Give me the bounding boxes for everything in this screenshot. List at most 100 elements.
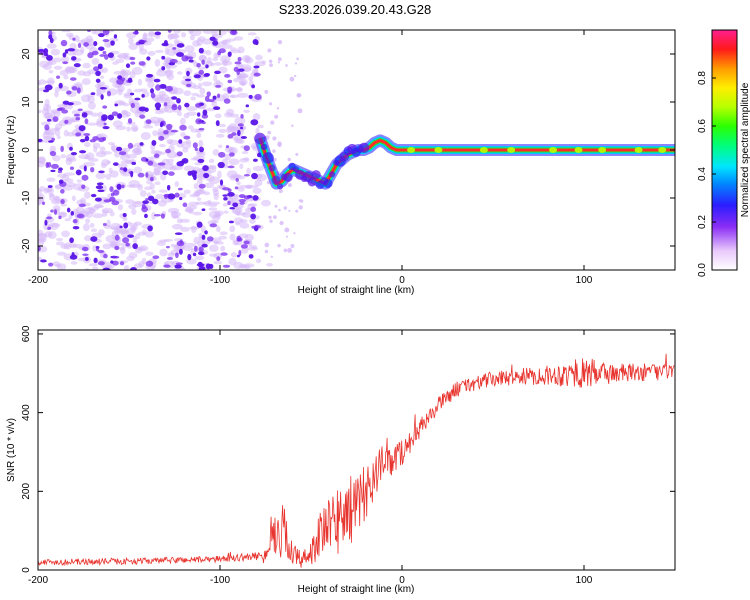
noise-blob — [45, 162, 49, 168]
noise-speckle — [228, 257, 237, 266]
noise-speckle — [64, 217, 71, 222]
noise-speckle — [139, 190, 147, 197]
noise-speckle — [82, 62, 91, 69]
trace-knot — [407, 147, 416, 153]
noise-speckle — [63, 129, 69, 137]
noise-speckle — [100, 81, 105, 86]
noise-blob — [69, 237, 74, 244]
noise-speckle — [71, 110, 81, 115]
noise-speckle — [158, 108, 169, 113]
noise-speckle — [105, 173, 112, 180]
noise-speckle — [49, 145, 57, 153]
noise-speckle — [115, 224, 124, 233]
noise-blob — [73, 63, 81, 68]
noise-speckle — [236, 181, 241, 186]
noise-blob — [161, 55, 166, 60]
x-tick-label: -200 — [28, 575, 48, 586]
noise-speckle — [142, 229, 147, 236]
noise-blob — [103, 199, 112, 203]
noise-blob — [227, 134, 234, 139]
figure-title: S233.2026.039.20.43.G28 — [279, 2, 432, 17]
noise-blob — [114, 234, 120, 241]
colorbar-tick-label: 0.2 — [697, 215, 708, 229]
noise-blob — [141, 206, 148, 213]
noise-blob — [102, 39, 110, 43]
noise-speckle — [241, 211, 252, 218]
noise-blob — [120, 77, 126, 82]
noise-blob — [250, 213, 257, 220]
noise-blob — [138, 106, 147, 112]
noise-speckle — [93, 146, 98, 153]
snr-y-label: SNR (10 * v/v) — [6, 418, 17, 482]
noise-speckle — [38, 160, 46, 168]
noise-speckle — [171, 33, 179, 39]
noise-blob — [166, 184, 171, 191]
noise-blob — [62, 100, 70, 105]
noise-speckle — [131, 208, 137, 215]
noise-blob — [93, 257, 98, 264]
noise-speckle — [240, 264, 248, 269]
noise-blob — [86, 30, 92, 33]
noise-blob — [107, 114, 115, 121]
noise-speckle — [243, 157, 250, 161]
noise-speckle — [39, 186, 46, 192]
noise-blob — [198, 251, 205, 256]
trace-blob — [262, 152, 274, 164]
noise-blob — [227, 90, 232, 94]
noise-blob — [75, 132, 82, 137]
noise-blob — [145, 197, 149, 201]
noise-speckle — [184, 242, 196, 248]
noise-speckle — [207, 199, 212, 205]
noise-blob — [77, 42, 82, 48]
noise-blob — [130, 102, 135, 109]
noise-speckle — [208, 158, 215, 164]
noise-speckle — [95, 172, 106, 180]
noise-speckle — [101, 209, 110, 214]
noise-speckle — [208, 201, 220, 206]
noise-blob — [146, 56, 151, 61]
colorbar-tick-label: 0.8 — [697, 71, 708, 85]
noise-speckle — [56, 251, 67, 256]
noise-blob — [237, 56, 242, 62]
noise-blob — [49, 150, 57, 157]
noise-speckle — [127, 37, 134, 45]
noise-speckle — [78, 154, 91, 160]
noise-blob — [129, 92, 135, 96]
noise-blob — [179, 196, 183, 201]
noise-speckle — [230, 94, 240, 98]
noise-blob — [84, 135, 90, 142]
noise-blob — [95, 246, 100, 252]
noise-speckle — [72, 243, 84, 249]
noise-blob — [131, 161, 137, 165]
noise-speckle — [88, 157, 99, 162]
noise-speckle — [126, 126, 131, 132]
noise-blob — [238, 249, 242, 257]
noise-blob — [167, 193, 176, 200]
noise-speckle — [204, 182, 215, 189]
noise-blob — [248, 254, 254, 259]
noise-blob — [50, 209, 54, 213]
noise-blob — [84, 118, 89, 125]
noise-speckle — [66, 157, 77, 163]
noise-speckle — [127, 221, 132, 225]
transition-speckle — [293, 232, 296, 235]
noise-blob — [50, 169, 56, 173]
noise-blob — [197, 158, 205, 163]
noise-blob — [228, 220, 234, 224]
noise-blob — [62, 52, 67, 58]
noise-blob — [253, 72, 261, 77]
noise-blob — [130, 170, 134, 178]
noise-blob — [112, 162, 119, 166]
noise-speckle — [152, 130, 158, 137]
snr-frame — [37, 329, 676, 571]
noise-blob — [113, 34, 118, 39]
noise-speckle — [99, 146, 106, 152]
noise-speckle — [189, 193, 200, 198]
noise-blob — [97, 249, 105, 254]
transition-speckle — [276, 107, 280, 110]
noise-speckle — [59, 69, 69, 77]
noise-blob — [78, 203, 86, 208]
noise-speckle — [179, 218, 191, 223]
noise-speckle — [239, 222, 250, 229]
noise-speckle — [238, 63, 244, 68]
